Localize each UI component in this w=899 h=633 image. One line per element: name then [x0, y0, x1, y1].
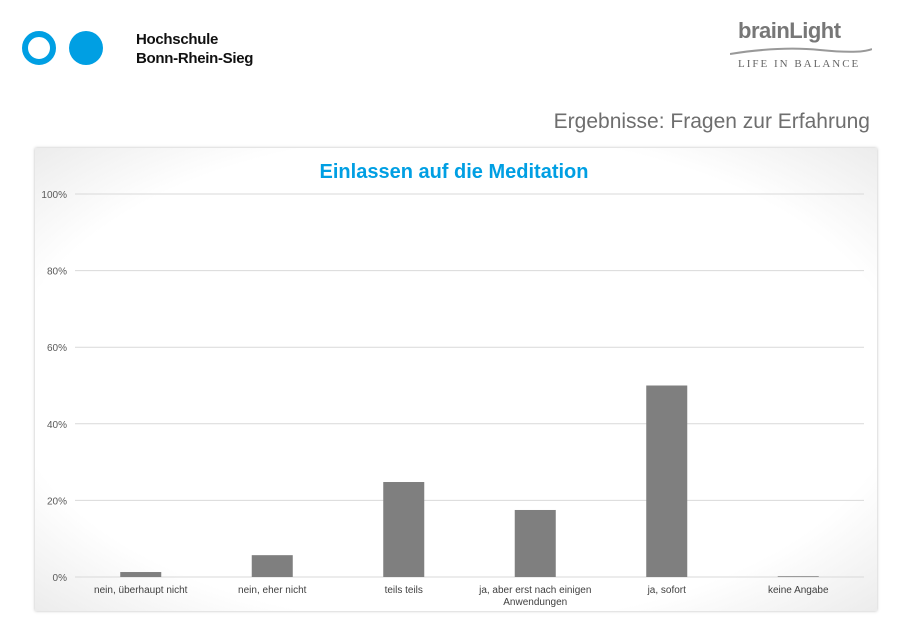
slide-title: Ergebnisse: Fragen zur Erfahrung [553, 110, 870, 133]
swoosh-icon [730, 47, 872, 55]
y-tick-label: 20% [47, 496, 67, 507]
x-tick-label: nein, überhaupt nicht [94, 585, 188, 596]
x-tick-label: ja, sofort [647, 585, 687, 596]
y-tick-label: 0% [53, 573, 68, 584]
bar [383, 482, 425, 577]
y-tick-label: 100% [41, 190, 67, 201]
x-tick-label: keine Angabe [768, 585, 829, 596]
y-tick-label: 60% [47, 343, 67, 354]
bar [646, 385, 688, 577]
logo-ring-icon [22, 31, 56, 65]
y-tick-label: 80% [47, 267, 67, 278]
brainlight-logo: brainLight LIFE IN BALANCE [730, 18, 872, 74]
brainlight-name: brainLight [738, 18, 841, 43]
x-tick-label: Anwendungen [503, 597, 567, 608]
x-tick-label: ja, aber erst nach einigen [478, 585, 591, 596]
chart-title: Einlassen auf die Meditation [320, 161, 589, 183]
bar [251, 555, 293, 577]
bar [120, 572, 162, 577]
bar-chart: Einlassen auf die Meditation 0% 20% 40% 60%… [41, 161, 864, 608]
institution-line1: Hochschule [136, 31, 219, 48]
bar [777, 576, 819, 577]
bar [514, 509, 556, 577]
y-tick-label: 40% [47, 420, 67, 431]
x-tick-label: teils teils [385, 585, 423, 596]
logo-dot-icon [69, 31, 103, 65]
chart-container: Einlassen auf die Meditation 0% 20% 40% 60%… [35, 148, 877, 611]
x-tick-label: nein, eher nicht [238, 585, 307, 596]
institution-name: Hochschule Bonn-Rhein-Sieg [136, 30, 253, 68]
hochschule-logo [22, 31, 104, 65]
brainlight-tagline: LIFE IN BALANCE [738, 58, 861, 70]
institution-line2: Bonn-Rhein-Sieg [136, 50, 254, 67]
